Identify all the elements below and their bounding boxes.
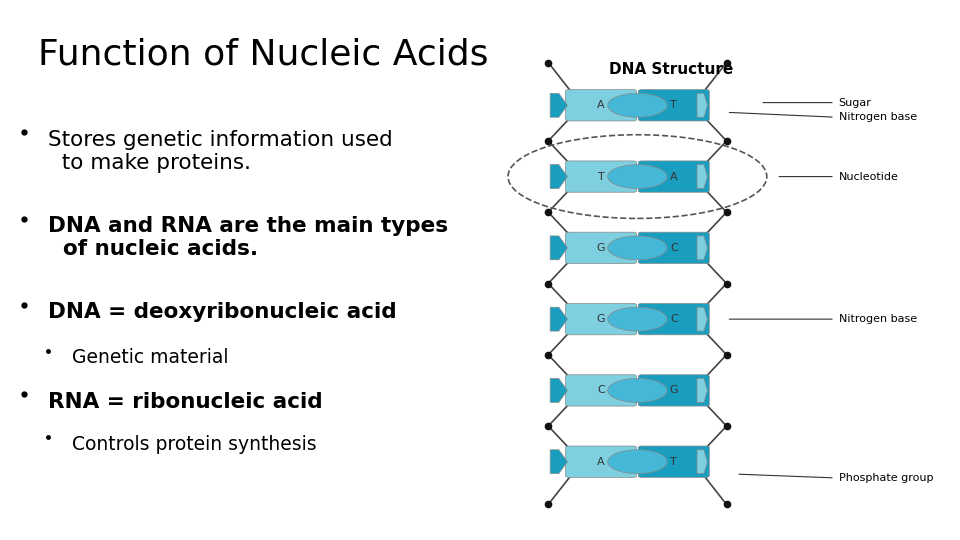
Text: Sugar: Sugar — [839, 98, 872, 107]
Ellipse shape — [608, 450, 667, 474]
Polygon shape — [697, 165, 708, 188]
Polygon shape — [550, 379, 567, 402]
Polygon shape — [697, 379, 708, 402]
Polygon shape — [550, 93, 567, 117]
Text: A: A — [597, 100, 605, 110]
FancyBboxPatch shape — [638, 446, 709, 477]
FancyBboxPatch shape — [638, 161, 709, 192]
Text: T: T — [670, 100, 677, 110]
FancyBboxPatch shape — [565, 232, 636, 264]
FancyBboxPatch shape — [638, 232, 709, 264]
Polygon shape — [550, 307, 567, 331]
Text: T: T — [598, 172, 605, 181]
FancyBboxPatch shape — [565, 446, 636, 477]
Text: Phosphate group: Phosphate group — [839, 473, 933, 483]
Text: DNA = deoxyribonucleic acid: DNA = deoxyribonucleic acid — [48, 302, 396, 322]
Polygon shape — [550, 165, 567, 188]
Text: T: T — [670, 457, 677, 467]
Polygon shape — [697, 450, 708, 474]
Text: DNA and RNA are the main types
  of nucleic acids.: DNA and RNA are the main types of nuclei… — [48, 216, 448, 259]
Text: A: A — [597, 457, 605, 467]
Text: Genetic material: Genetic material — [72, 348, 228, 367]
Ellipse shape — [608, 307, 667, 331]
FancyBboxPatch shape — [565, 90, 636, 121]
Text: Nitrogen base: Nitrogen base — [839, 314, 917, 324]
Polygon shape — [550, 450, 567, 474]
Text: Function of Nucleic Acids: Function of Nucleic Acids — [38, 38, 489, 72]
Polygon shape — [697, 236, 708, 260]
Ellipse shape — [608, 379, 667, 402]
FancyBboxPatch shape — [565, 161, 636, 192]
Polygon shape — [550, 236, 567, 260]
Text: G: G — [597, 243, 606, 253]
Text: RNA = ribonucleic acid: RNA = ribonucleic acid — [48, 392, 323, 411]
FancyBboxPatch shape — [565, 303, 636, 335]
FancyBboxPatch shape — [565, 375, 636, 406]
FancyBboxPatch shape — [638, 375, 709, 406]
Ellipse shape — [608, 165, 667, 188]
Text: DNA Structure: DNA Structure — [609, 62, 732, 77]
FancyBboxPatch shape — [638, 90, 709, 121]
Polygon shape — [697, 93, 708, 117]
Text: A: A — [670, 172, 678, 181]
Text: Stores genetic information used
  to make proteins.: Stores genetic information used to make … — [48, 130, 393, 173]
Text: G: G — [597, 314, 606, 324]
Ellipse shape — [608, 236, 667, 260]
FancyBboxPatch shape — [638, 303, 709, 335]
Ellipse shape — [608, 93, 667, 117]
Text: Nitrogen base: Nitrogen base — [839, 112, 917, 122]
Text: C: C — [597, 386, 605, 395]
Text: Nucleotide: Nucleotide — [839, 172, 899, 181]
Text: C: C — [670, 314, 678, 324]
Text: G: G — [669, 386, 678, 395]
Polygon shape — [697, 307, 708, 331]
Text: C: C — [670, 243, 678, 253]
Text: Controls protein synthesis: Controls protein synthesis — [72, 435, 317, 454]
